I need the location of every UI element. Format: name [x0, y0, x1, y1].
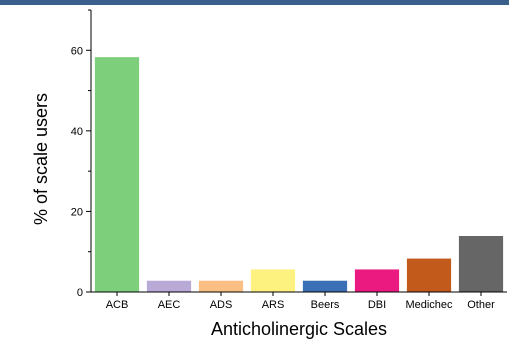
x-tick-label-acb: ACB	[106, 299, 129, 311]
y-tick-label-20: 20	[71, 206, 83, 218]
bars	[94, 57, 504, 293]
bar-ars	[250, 269, 296, 292]
bar-acb	[94, 57, 140, 293]
x-axis: ACB AEC ADS ARS Beers DBI Medichec Other	[91, 291, 507, 311]
x-tick-label-other: Other	[467, 299, 495, 311]
x-tick-label-medichec: Medichec	[405, 299, 453, 311]
x-tick-label-ars: ARS	[262, 299, 285, 311]
x-tick-label-aec: AEC	[158, 299, 181, 311]
y-tick-label-60: 60	[71, 45, 83, 57]
x-axis-title: Anticholinergic Scales	[211, 319, 387, 339]
x-tick-label-dbi: DBI	[368, 299, 386, 311]
y-tick-label-40: 40	[71, 126, 83, 138]
x-tick-label-beers: Beers	[311, 299, 340, 311]
y-axis-title: % of scale users	[31, 93, 51, 225]
x-tick-label-ads: ADS	[210, 299, 233, 311]
top-bar	[0, 0, 509, 5]
bar-aec	[146, 280, 192, 292]
bar-ads	[198, 280, 244, 292]
y-tick-label-0: 0	[77, 287, 83, 299]
bar-medichec	[406, 258, 452, 292]
bar-dbi	[354, 269, 400, 292]
bar-beers	[302, 280, 348, 292]
y-axis: 0 20 40 60	[71, 9, 92, 299]
bar-other	[458, 236, 504, 292]
